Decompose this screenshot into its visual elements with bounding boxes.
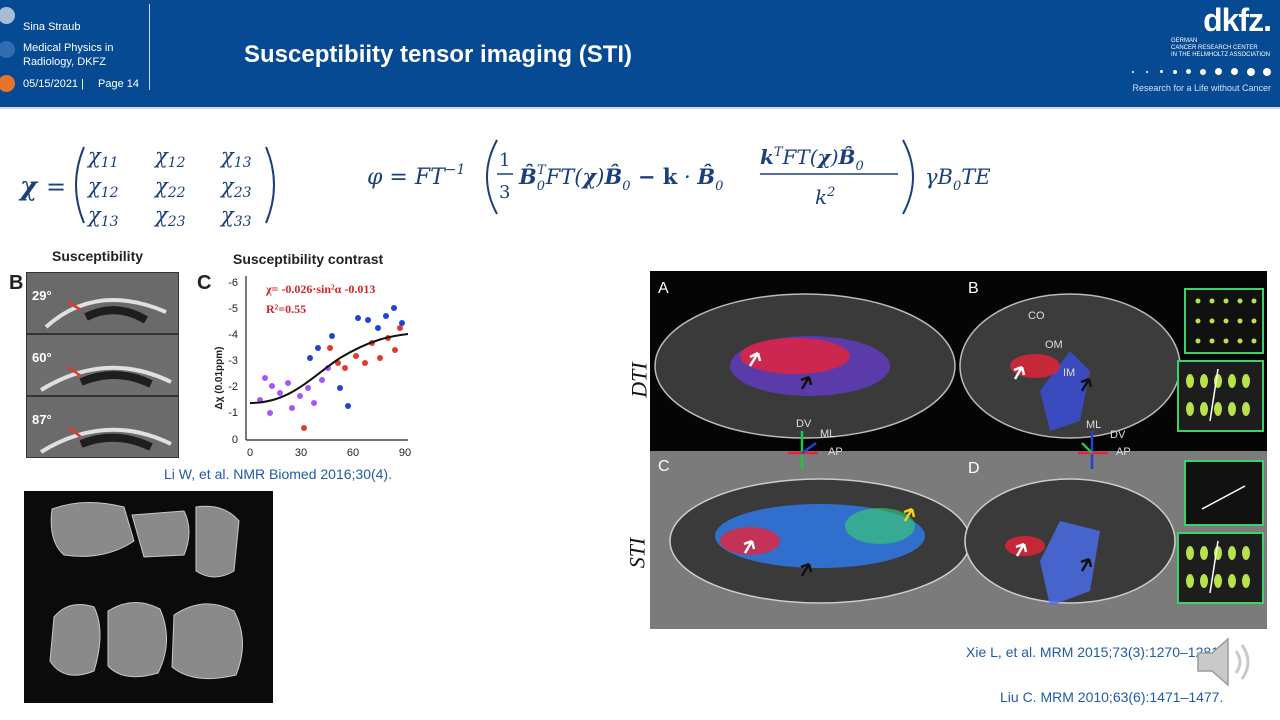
axis-ap: AP bbox=[828, 446, 843, 458]
header-separator bbox=[149, 4, 150, 90]
panel-c-label: C bbox=[197, 272, 212, 294]
svg-text:χ: χ bbox=[18, 172, 39, 202]
label-c: C bbox=[658, 458, 670, 475]
ytick: -4 bbox=[228, 329, 238, 341]
susceptibility-images: 29° 60° 87° bbox=[26, 272, 179, 458]
angle-29: 29° bbox=[32, 288, 52, 303]
svg-text:kTFT(χ)B̂0: kTFT(χ)B̂0 bbox=[760, 145, 864, 174]
citation-xie: Xie L, et al. MRM 2015;73(3):1270–1281. bbox=[966, 644, 1223, 660]
header-divider bbox=[0, 107, 1280, 109]
label-co: CO bbox=[1028, 310, 1045, 322]
slide-title: Susceptibiity tensor imaging (STI) bbox=[244, 41, 633, 68]
axis-dv-d: DV bbox=[1110, 429, 1126, 441]
phase-formula: φ = FT−1 1 3 B̂0TFT(χ)B̂0 − k · B̂0 kTFT… bbox=[367, 139, 991, 215]
logo-subtitle: GERMAN CANCER RESEARCH CENTER IN THE HEL… bbox=[1171, 38, 1271, 58]
r-squared: R²=0.55 bbox=[266, 302, 306, 316]
ytick: -1 bbox=[228, 407, 238, 419]
fit-equation: χ= -0.026·sin²α -0.013 bbox=[265, 282, 375, 296]
susceptibility-heading: Susceptibility bbox=[52, 248, 144, 264]
speaker-icon[interactable] bbox=[1194, 633, 1256, 691]
svg-text:=: = bbox=[46, 173, 66, 201]
header-dots bbox=[0, 0, 18, 107]
mri-slice-87 bbox=[27, 397, 178, 457]
contrast-plot: Δχ (0.01ppm) -6 -5 -4 -3 -2 -1 0 0 30 60… bbox=[214, 276, 411, 459]
svg-text:γB0TE: γB0TE bbox=[925, 165, 991, 194]
xtick: 30 bbox=[295, 447, 307, 459]
dkfz-logo: dkfz. GERMAN CANCER RESEARCH CENTER IN T… bbox=[1128, 2, 1273, 102]
row-label-dti: DTI bbox=[626, 362, 652, 398]
inset-d-top bbox=[1184, 460, 1264, 526]
plot-ylabel: Δχ (0.01ppm) bbox=[214, 347, 225, 410]
svg-text:χ22: χ22 bbox=[153, 174, 186, 201]
svg-text:χ13: χ13 bbox=[219, 144, 252, 171]
inset-d-bottom bbox=[1177, 532, 1264, 604]
svg-text:χ13: χ13 bbox=[86, 203, 119, 230]
citation-liu: Liu C. MRM 2010;63(6):1471–1477. bbox=[1000, 689, 1224, 705]
mri-slice-29 bbox=[27, 273, 178, 333]
xtick: 60 bbox=[347, 447, 359, 459]
dot-blue-icon bbox=[0, 41, 15, 58]
axis-ap-d: AP bbox=[1116, 446, 1131, 458]
svg-text:χ23: χ23 bbox=[153, 203, 186, 230]
ytick: -5 bbox=[228, 303, 238, 315]
svg-text:χ12: χ12 bbox=[86, 174, 119, 201]
svg-text:χ12: χ12 bbox=[153, 144, 186, 171]
angle-87: 87° bbox=[32, 412, 52, 427]
axis-dv: DV bbox=[796, 418, 812, 430]
angle-60: 60° bbox=[32, 350, 52, 365]
inset-b-bottom bbox=[1177, 360, 1264, 432]
logo-tagline: Research for a Life without Cancer bbox=[1132, 83, 1271, 93]
svg-text:B̂0TFT(χ)B̂0 − k · B̂0: B̂0TFT(χ)B̂0 − k · B̂0 bbox=[518, 163, 723, 194]
row-label-sti: STI bbox=[624, 537, 650, 569]
row-labels: DTI STI bbox=[622, 272, 652, 630]
panel-b-label: B bbox=[9, 272, 24, 294]
ytick: -2 bbox=[228, 381, 238, 393]
axis-ml-d: ML bbox=[1086, 419, 1101, 431]
svg-text:χ11: χ11 bbox=[86, 144, 119, 171]
svg-text:φ = FT−1: φ = FT−1 bbox=[367, 162, 465, 190]
ytick: -3 bbox=[228, 355, 238, 367]
affiliation: Medical Physics in Radiology, DKFZ bbox=[23, 42, 114, 68]
slide-header: Sina Straub Medical Physics in Radiology… bbox=[0, 0, 1280, 107]
brain-slices-panel bbox=[24, 491, 273, 703]
svg-text:χ33: χ33 bbox=[219, 203, 252, 230]
svg-text:1: 1 bbox=[499, 150, 510, 171]
xtick: 90 bbox=[399, 447, 411, 459]
ytick: -6 bbox=[228, 277, 238, 289]
author-name: Sina Straub bbox=[23, 21, 81, 33]
xtick: 0 bbox=[247, 447, 253, 459]
dot-light-icon bbox=[0, 7, 15, 24]
citation-li: Li W, et al. NMR Biomed 2016;30(4). bbox=[164, 466, 392, 482]
dot-orange-icon bbox=[0, 75, 15, 92]
label-im: IM bbox=[1063, 367, 1075, 379]
logo-dots-icon bbox=[1130, 68, 1273, 76]
mri-slice-60 bbox=[27, 335, 178, 395]
ytick: 0 bbox=[232, 434, 238, 446]
contrast-heading: Susceptibility contrast bbox=[233, 251, 384, 267]
page-number: Page 14 bbox=[98, 78, 139, 90]
svg-text:3: 3 bbox=[499, 182, 510, 203]
svg-text:χ23: χ23 bbox=[219, 174, 252, 201]
date: 05/15/2021 | bbox=[23, 78, 84, 90]
label-b: B bbox=[968, 280, 979, 297]
label-om: OM bbox=[1045, 339, 1063, 351]
chi-tensor-formula: χ = χ11 χ12 χ13 χ12 χ22 χ23 χ13 χ23 χ33 bbox=[18, 144, 275, 230]
label-a: A bbox=[658, 280, 669, 297]
label-d: D bbox=[968, 460, 980, 477]
svg-text:k2: k2 bbox=[815, 185, 835, 209]
logo-brand: dkfz. bbox=[1203, 2, 1272, 38]
axis-ml: ML bbox=[820, 428, 835, 440]
dti-sti-figure: A B C D CO OM IM DV ML AP ML DV AP bbox=[650, 271, 1267, 629]
